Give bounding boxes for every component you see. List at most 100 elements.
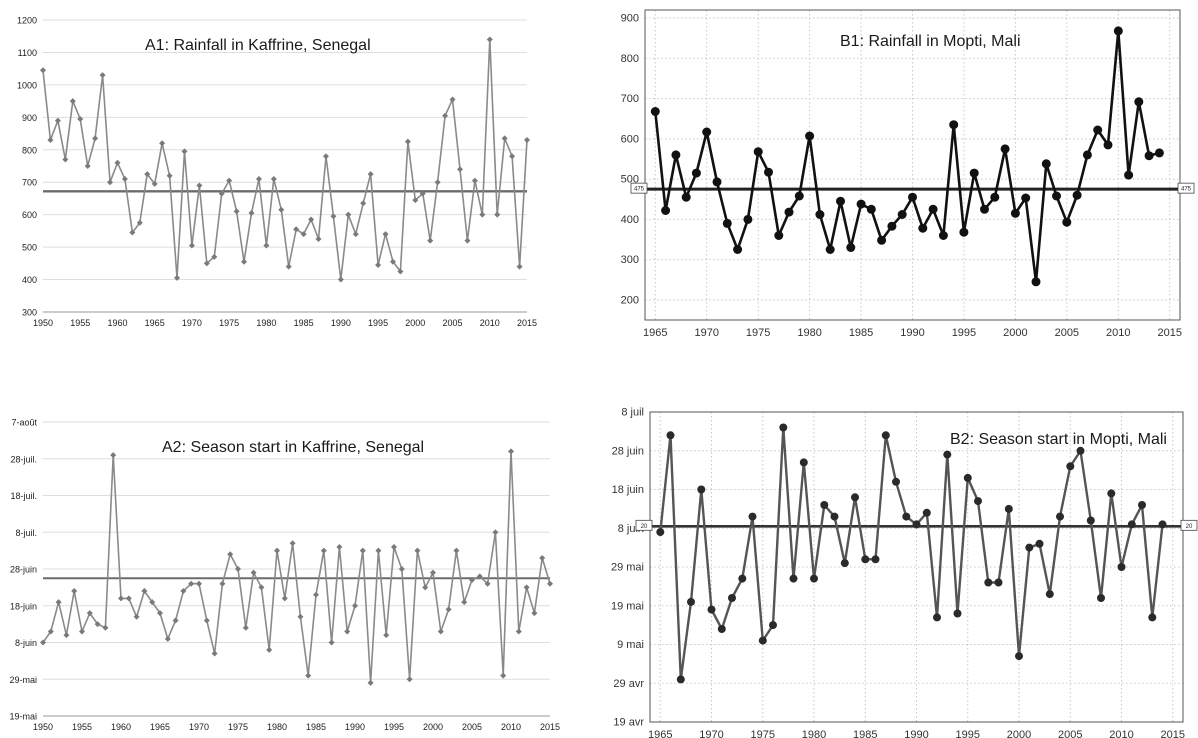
data-point (681, 192, 691, 202)
x-tick-label: 2000 (405, 318, 425, 328)
data-point (47, 137, 54, 144)
data-point (501, 135, 508, 142)
data-point (486, 36, 493, 43)
data-point (297, 613, 304, 620)
data-point (484, 580, 491, 587)
data-point (764, 167, 773, 177)
x-tick-label: 1985 (306, 722, 326, 732)
y-tick-label: 500 (621, 174, 639, 186)
data-point (125, 595, 132, 602)
x-tick-label: 1975 (219, 318, 239, 328)
y-tick-label: 18-juin (10, 601, 37, 611)
data-point (383, 632, 390, 639)
data-point (203, 617, 210, 624)
y-tick-label: 19 mai (611, 600, 644, 612)
y-tick-label: 18-juil. (10, 491, 37, 501)
data-point (1117, 563, 1126, 571)
data-point (1144, 151, 1154, 161)
data-point (293, 226, 300, 233)
chart-title: B1: Rainfall in Mopti, Mali (840, 33, 1021, 50)
x-tick-label: 1975 (751, 729, 775, 738)
mean-label-box (1177, 182, 1195, 194)
data-point (63, 632, 70, 639)
y-tick-label: 1000 (17, 80, 37, 90)
data-point (1107, 489, 1116, 498)
data-point (344, 628, 351, 635)
x-tick-label: 1970 (189, 722, 209, 732)
data-point (188, 580, 195, 587)
data-point (515, 628, 522, 635)
y-tick-label: 200 (621, 294, 639, 306)
y-tick-label: 19-mai (9, 712, 37, 722)
data-point (531, 610, 538, 617)
x-tick-label: 1965 (150, 722, 170, 732)
data-point (1082, 150, 1092, 160)
data-point (494, 211, 501, 218)
data-point (157, 610, 163, 617)
data-point (500, 672, 507, 679)
data-point (509, 153, 516, 160)
mean-label-box (1180, 519, 1198, 531)
data-point (164, 635, 171, 642)
mean-label-box (630, 182, 648, 194)
data-point (1113, 26, 1123, 36)
data-point (159, 140, 166, 147)
y-tick-label: 29 mai (611, 562, 644, 574)
data-point (235, 566, 241, 572)
data-point (219, 580, 226, 587)
data-point (406, 676, 413, 683)
y-tick-label: 18 juin (612, 484, 644, 496)
data-point (851, 493, 859, 502)
x-tick-label: 1980 (256, 318, 276, 328)
x-tick-label: 1955 (70, 318, 90, 328)
data-point (289, 540, 296, 547)
data-point (174, 274, 181, 281)
chart-title: B2: Season start in Mopti, Mali (950, 431, 1167, 448)
data-point (305, 672, 312, 679)
x-tick-label: 2005 (1058, 729, 1082, 738)
data-point (86, 610, 93, 617)
data-point (79, 628, 85, 635)
y-tick-label: 900 (621, 13, 639, 25)
data-point (1035, 539, 1044, 548)
data-point (984, 578, 993, 587)
y-tick-label: 400 (621, 214, 639, 226)
data-point (55, 599, 62, 606)
data-point (151, 180, 158, 187)
data-point (419, 190, 426, 197)
data-point (274, 547, 280, 554)
data-point (453, 547, 460, 554)
data-point (908, 192, 917, 202)
data-point (1010, 208, 1020, 218)
data-point (539, 554, 546, 561)
data-point (1062, 217, 1072, 227)
x-tick-label: 1985 (849, 327, 873, 339)
data-point (92, 135, 99, 142)
plot-frame (644, 9, 1181, 321)
y-tick-label: 28 juin (612, 445, 644, 457)
data-point (84, 163, 91, 169)
data-point (840, 559, 849, 568)
data-point (758, 636, 767, 645)
data-point (227, 551, 234, 558)
data-point (77, 115, 84, 122)
y-tick-label: 800 (22, 145, 37, 155)
data-point (172, 617, 179, 624)
data-point (943, 450, 952, 459)
data-point (110, 452, 117, 459)
x-tick-label: 1995 (384, 722, 404, 732)
data-point (492, 529, 499, 536)
x-tick-label: 1950 (33, 722, 53, 732)
x-tick-label: 2005 (443, 318, 463, 328)
data-point (241, 258, 248, 265)
data-point (743, 214, 753, 224)
x-tick-label: 1995 (956, 729, 980, 738)
data-point (250, 569, 257, 576)
data-point (815, 210, 825, 219)
data-point (266, 646, 273, 653)
y-tick-label: 29 avr (613, 678, 644, 690)
data-point (1154, 148, 1164, 158)
data-point (516, 263, 523, 270)
data-point (218, 190, 225, 197)
data-point (1045, 590, 1054, 599)
